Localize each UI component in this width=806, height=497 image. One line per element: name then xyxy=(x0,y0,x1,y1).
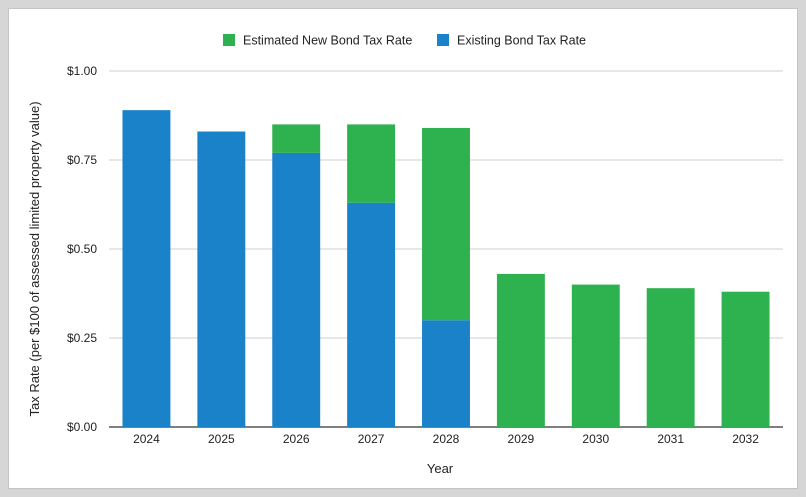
x-tick-label: 2031 xyxy=(657,432,684,446)
y-tick-label: $0.50 xyxy=(67,242,97,256)
x-axis-title: Year xyxy=(427,461,454,476)
bar-segment xyxy=(422,320,470,427)
bar-segment xyxy=(122,110,171,427)
x-tick-label: 2026 xyxy=(283,432,310,446)
x-tick-label: 2032 xyxy=(732,432,759,446)
x-tick-label: 2025 xyxy=(208,432,235,446)
chart-frame: $0.00 $0.25 $0.50 $0.75 $1.00 2024 2025 2026 20… xyxy=(8,8,798,489)
y-tick-label: $0.75 xyxy=(67,153,97,167)
x-tick-label: 2028 xyxy=(433,432,460,446)
bar-segment xyxy=(347,124,396,203)
legend-label: Estimated New Bond Tax Rate xyxy=(243,34,412,48)
bar-segment xyxy=(496,273,545,427)
bar-segment xyxy=(646,288,695,427)
x-tick-label: 2029 xyxy=(508,432,535,446)
legend-swatch xyxy=(223,34,235,46)
y-tick-label: $1.00 xyxy=(67,64,97,78)
legend: Estimated New Bond Tax Rate Existing Bond… xyxy=(223,34,586,48)
bar-chart: $0.00$0.25$0.50$0.75$1.00 2024 2025 2026 20… xyxy=(27,34,783,476)
x-tick-label: 2027 xyxy=(358,432,385,446)
bar-segment xyxy=(197,131,246,427)
x-axis-ticks: 2024 2025 2026 2027 2028 2029 2030 2031 2032 xyxy=(133,432,759,446)
y-tick-label: $0.25 xyxy=(67,331,97,345)
bar-segment xyxy=(422,127,470,321)
x-tick-label: 2024 xyxy=(133,432,160,446)
bar-segment xyxy=(272,124,321,153)
legend-swatch xyxy=(437,34,449,46)
legend-label: Existing Bond Tax Rate xyxy=(457,34,586,48)
y-axis-ticks: $0.00 $0.25 $0.50 $0.75 $1.00 xyxy=(67,64,97,434)
bar-segment xyxy=(571,284,620,427)
bar-segment xyxy=(721,291,770,427)
bar-segment xyxy=(272,152,321,427)
bar-segment xyxy=(347,202,396,427)
bars xyxy=(122,110,770,427)
x-tick-label: 2030 xyxy=(582,432,609,446)
y-axis-title: Tax Rate (per $100 of assessed limited p… xyxy=(27,101,42,416)
y-tick-label: $0.00 xyxy=(67,420,97,434)
